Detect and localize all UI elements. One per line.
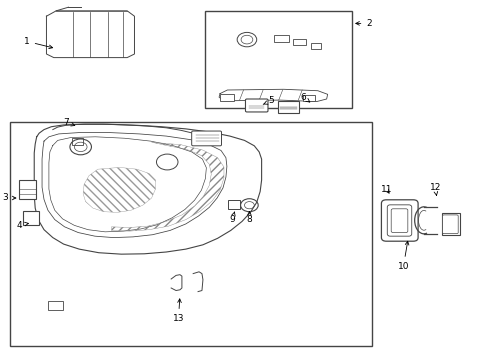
Text: 10: 10 [397,241,408,271]
Bar [273,35,288,42]
Bar [48,301,62,310]
FancyBboxPatch shape [442,215,457,234]
Bar [23,211,39,225]
Bar [293,39,305,45]
Text: 12: 12 [428,184,440,195]
Text: 9: 9 [229,212,235,224]
Bar [303,95,315,101]
FancyBboxPatch shape [191,131,221,146]
Text: 11: 11 [380,184,391,194]
Bar [441,213,459,235]
Text: 7: 7 [63,118,75,127]
Text: 6: 6 [300,93,309,102]
FancyBboxPatch shape [390,209,407,233]
Bar [19,180,36,199]
Text: 8: 8 [246,212,252,224]
Text: 2: 2 [355,19,371,28]
Text: 13: 13 [172,299,184,323]
Bar [227,200,240,209]
Text: 4: 4 [17,220,28,230]
FancyBboxPatch shape [277,101,299,113]
FancyBboxPatch shape [245,99,267,112]
FancyBboxPatch shape [386,205,411,236]
Bar [205,11,351,108]
Text: 3: 3 [2,194,16,202]
Bar [220,94,233,101]
Bar [310,43,321,49]
Bar [10,122,371,346]
Bar [72,138,83,145]
Text: 5: 5 [263,96,274,105]
Text: 1: 1 [24,37,53,49]
FancyBboxPatch shape [381,200,417,241]
